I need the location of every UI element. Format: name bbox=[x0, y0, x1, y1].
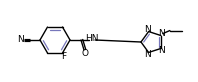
Text: HN: HN bbox=[85, 34, 99, 43]
Text: O: O bbox=[82, 48, 89, 57]
Text: N: N bbox=[159, 29, 165, 38]
Text: F: F bbox=[61, 52, 66, 62]
Text: N: N bbox=[159, 46, 165, 55]
Text: N: N bbox=[18, 36, 24, 45]
Text: N: N bbox=[144, 25, 151, 34]
Text: N: N bbox=[144, 50, 151, 59]
